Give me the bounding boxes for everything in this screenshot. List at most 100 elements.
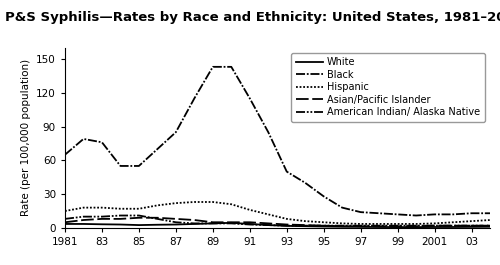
Hispanic xyxy=(284,217,290,220)
Asian/Pacific Islander xyxy=(376,225,382,228)
Asian/Pacific Islander xyxy=(266,222,272,225)
White xyxy=(284,224,290,227)
Hispanic xyxy=(450,221,456,224)
American Indian/ Alaska Native xyxy=(266,223,272,227)
Hispanic xyxy=(118,207,124,210)
Asian/Pacific Islander xyxy=(228,221,234,224)
American Indian/ Alaska Native xyxy=(376,224,382,227)
American Indian/ Alaska Native xyxy=(192,222,198,225)
Asian/Pacific Islander xyxy=(80,218,86,222)
American Indian/ Alaska Native xyxy=(487,224,493,227)
Hispanic xyxy=(432,222,438,225)
Black xyxy=(432,213,438,216)
Hispanic xyxy=(376,222,382,226)
Hispanic xyxy=(320,221,326,224)
White xyxy=(413,226,419,229)
Asian/Pacific Islander xyxy=(432,224,438,227)
Line: Black: Black xyxy=(65,67,490,215)
White xyxy=(320,225,326,228)
American Indian/ Alaska Native xyxy=(394,224,400,227)
American Indian/ Alaska Native xyxy=(154,217,160,220)
Asian/Pacific Islander xyxy=(487,224,493,227)
American Indian/ Alaska Native xyxy=(413,224,419,227)
White xyxy=(118,223,124,226)
White xyxy=(136,223,142,227)
American Indian/ Alaska Native xyxy=(468,224,474,227)
Black xyxy=(99,141,105,144)
Hispanic xyxy=(228,203,234,206)
White xyxy=(154,223,160,226)
American Indian/ Alaska Native xyxy=(284,224,290,227)
Hispanic xyxy=(247,208,253,211)
Asian/Pacific Islander xyxy=(394,225,400,228)
Hispanic xyxy=(62,209,68,213)
Black xyxy=(228,65,234,68)
White xyxy=(302,225,308,228)
White xyxy=(266,223,272,227)
Asian/Pacific Islander xyxy=(118,217,124,220)
Legend: White, Black, Hispanic, Asian/Pacific Islander, American Indian/ Alaska Native: White, Black, Hispanic, Asian/Pacific Is… xyxy=(291,52,485,122)
Hispanic xyxy=(99,206,105,209)
Black xyxy=(468,212,474,215)
Hispanic xyxy=(80,206,86,209)
White xyxy=(487,225,493,228)
Black xyxy=(302,181,308,184)
Black xyxy=(320,195,326,198)
Hispanic xyxy=(302,219,308,223)
Hispanic xyxy=(136,207,142,210)
American Indian/ Alaska Native xyxy=(339,224,345,227)
Hispanic xyxy=(413,222,419,226)
Black xyxy=(358,210,364,214)
Black xyxy=(487,212,493,215)
White xyxy=(62,222,68,226)
Asian/Pacific Islander xyxy=(136,216,142,219)
Line: Asian/Pacific Islander: Asian/Pacific Islander xyxy=(65,218,490,226)
White xyxy=(80,222,86,226)
Asian/Pacific Islander xyxy=(302,223,308,227)
American Indian/ Alaska Native xyxy=(247,223,253,226)
American Indian/ Alaska Native xyxy=(62,217,68,220)
Line: Hispanic: Hispanic xyxy=(65,202,490,224)
White xyxy=(394,226,400,229)
Hispanic xyxy=(266,213,272,216)
White xyxy=(228,221,234,224)
Hispanic xyxy=(394,222,400,226)
Black xyxy=(62,153,68,156)
Asian/Pacific Islander xyxy=(320,224,326,227)
Asian/Pacific Islander xyxy=(210,221,216,224)
Black xyxy=(210,65,216,68)
White xyxy=(432,226,438,229)
Asian/Pacific Islander xyxy=(284,223,290,226)
American Indian/ Alaska Native xyxy=(99,215,105,218)
Black xyxy=(266,131,272,134)
Hispanic xyxy=(210,200,216,204)
White xyxy=(210,222,216,225)
Black xyxy=(247,97,253,100)
Asian/Pacific Islander xyxy=(413,225,419,228)
Black xyxy=(413,214,419,217)
Black xyxy=(80,137,86,140)
Hispanic xyxy=(154,204,160,207)
Asian/Pacific Islander xyxy=(247,221,253,224)
Line: White: White xyxy=(65,223,490,227)
Black xyxy=(173,131,179,134)
Black xyxy=(339,206,345,209)
Asian/Pacific Islander xyxy=(99,217,105,220)
Black xyxy=(376,212,382,215)
Asian/Pacific Islander xyxy=(173,217,179,220)
Black xyxy=(118,164,124,167)
Asian/Pacific Islander xyxy=(192,218,198,222)
Hispanic xyxy=(173,201,179,205)
White xyxy=(99,223,105,226)
White xyxy=(358,225,364,228)
Hispanic xyxy=(339,222,345,225)
Hispanic xyxy=(468,219,474,223)
Hispanic xyxy=(192,200,198,204)
American Indian/ Alaska Native xyxy=(210,222,216,225)
White xyxy=(192,222,198,226)
American Indian/ Alaska Native xyxy=(358,224,364,227)
American Indian/ Alaska Native xyxy=(302,224,308,227)
Black xyxy=(154,147,160,151)
American Indian/ Alaska Native xyxy=(118,214,124,217)
American Indian/ Alaska Native xyxy=(136,214,142,217)
